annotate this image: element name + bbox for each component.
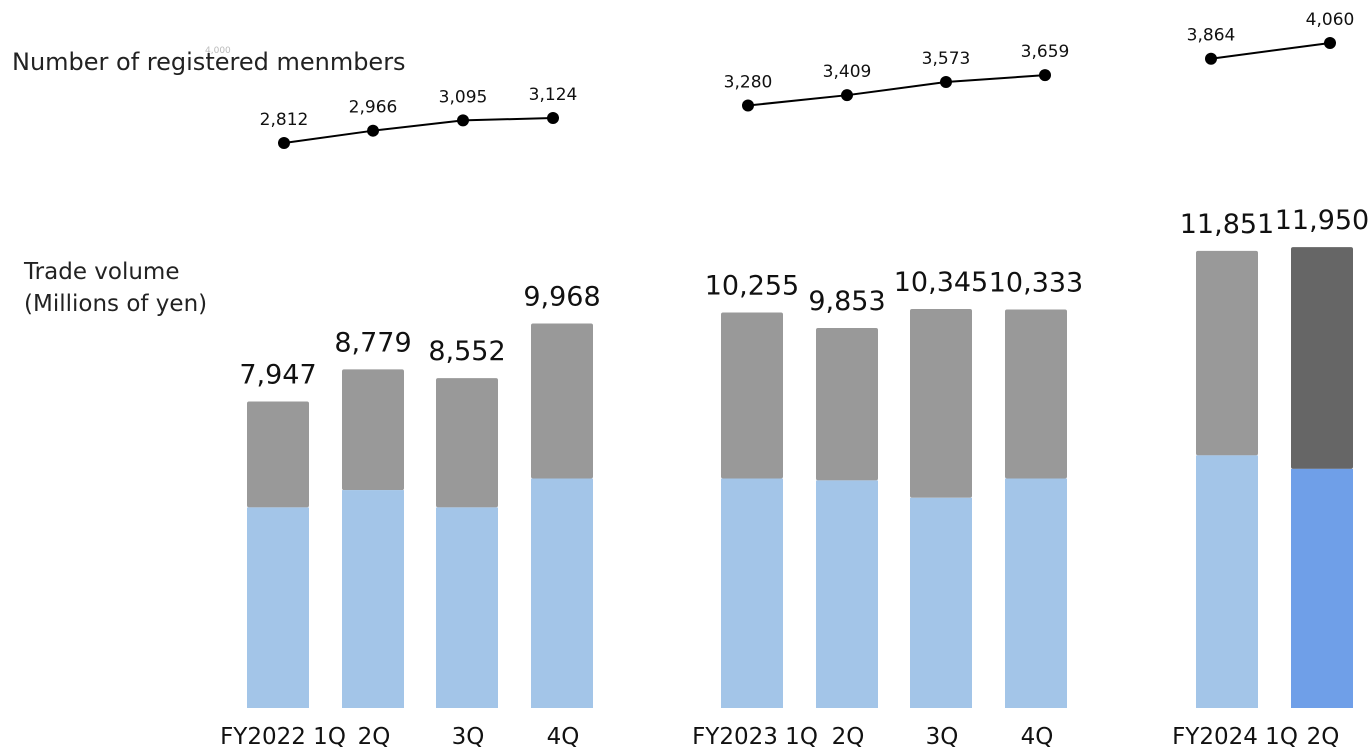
trade-volume-upper-bar-7	[1005, 309, 1067, 479]
members-point-4	[742, 99, 754, 112]
trade-volume-lower-bar-6	[910, 497, 972, 708]
members-value-label-4: 3,280	[724, 73, 773, 93]
trade-volume-label: Trade volume	[23, 259, 180, 285]
members-value-label-3: 3,124	[529, 85, 578, 105]
x-tick-2: 3Q	[452, 724, 485, 747]
members-axis-label: Number of registered menmbers	[12, 48, 406, 76]
trade-volume-lower-bar-0	[247, 507, 309, 708]
members-value-label-6: 3,573	[922, 49, 971, 69]
trade-volume-upper-bar-6	[910, 308, 972, 498]
members-line-segment-0	[283, 117, 554, 145]
members-point-8	[1205, 52, 1217, 65]
members-line-segment-2	[1210, 42, 1331, 60]
trade-volume-lower-bar-5	[816, 480, 878, 708]
trade-volume-value-label-9: 11,950	[1275, 205, 1369, 236]
trade-volume-lower-bar-4	[721, 478, 783, 708]
x-tick-1: 2Q	[358, 724, 391, 747]
members-point-6	[940, 76, 952, 89]
trade-volume-upper-bar-0	[247, 401, 309, 508]
trade-volume-lower-bar-1	[342, 490, 404, 708]
members-point-5	[841, 89, 853, 102]
members-line-series: 2,812 2,966 3,095 3,124 3,280 3,409 3,573 3,659…	[258, 9, 1356, 150]
members-value-label-0: 2,812	[260, 110, 309, 130]
trade-volume-value-label-3: 9,968	[523, 282, 600, 313]
members-point-2	[457, 114, 469, 127]
x-tick-0: FY2022 1Q	[220, 724, 346, 747]
members-value-label-9: 4,060	[1306, 10, 1355, 30]
trade-volume-upper-bar-8	[1196, 250, 1258, 456]
x-tick-7: 4Q	[1021, 724, 1054, 747]
trade-volume-lower-bar-9	[1291, 468, 1353, 708]
x-tick-3: 4Q	[547, 724, 580, 747]
members-axis-note: 4,000	[205, 46, 231, 56]
members-point-1	[367, 124, 379, 137]
x-axis-ticks: FY2022 1Q 2Q 3Q 4Q FY2023 1Q 2Q 3Q 4Q FY2024 1Q 2…	[220, 724, 1340, 750]
members-value-label-1: 2,966	[349, 98, 398, 118]
members-value-label-2: 3,095	[439, 87, 488, 107]
chart-labels: Number of registered menmbers 4,000 Trad…	[12, 46, 406, 317]
members-point-7	[1039, 69, 1051, 82]
members-value-label-5: 3,409	[823, 62, 872, 82]
x-tick-8: FY2024 1Q	[1172, 724, 1298, 747]
trade-volume-lower-bar-7	[1005, 478, 1067, 708]
x-tick-6: 3Q	[926, 724, 959, 747]
trade-volume-value-label-1: 8,779	[334, 327, 411, 358]
trade-volume-value-label-4: 10,255	[705, 270, 799, 301]
members-line-segment-1	[747, 74, 1046, 107]
members-point-0	[278, 137, 290, 150]
trade-volume-upper-bar-5	[816, 327, 878, 481]
x-tick-4: FY2023 1Q	[692, 724, 818, 747]
trade-volume-upper-bar-3	[531, 323, 593, 479]
trade-volume-value-label-2: 8,552	[428, 336, 505, 367]
trade-volume-lower-bar-8	[1196, 455, 1258, 708]
trade-volume-value-label-6: 10,345	[894, 267, 988, 298]
trade-volume-lower-bar-3	[531, 478, 593, 708]
members-point-9	[1324, 37, 1336, 49]
bar-series: 7,947 8,779 8,552 9,968 10,255 9,853 10,345 10,…	[237, 203, 1370, 708]
trade-volume-value-label-8: 11,851	[1180, 209, 1274, 240]
trade-volume-value-label-0: 7,947	[239, 359, 316, 390]
x-tick-9: 2Q	[1307, 724, 1340, 747]
members-point-3	[547, 112, 559, 125]
trade-volume-upper-bar-2	[436, 378, 498, 508]
members-value-label-7: 3,659	[1021, 42, 1070, 62]
trade-volume-upper-bar-4	[721, 312, 783, 479]
trade-volume-upper-bar-9	[1291, 247, 1353, 469]
trade-volume-lower-bar-2	[436, 507, 498, 708]
members-value-label-8: 3,864	[1187, 26, 1236, 46]
trade-volume-upper-bar-1	[342, 369, 404, 491]
x-tick-5: 2Q	[832, 724, 865, 747]
trade-volume-unit-label: (Millions of yen)	[24, 291, 207, 317]
trade-volume-value-label-7: 10,333	[989, 267, 1083, 298]
trade-volume-value-label-5: 9,853	[808, 286, 885, 317]
